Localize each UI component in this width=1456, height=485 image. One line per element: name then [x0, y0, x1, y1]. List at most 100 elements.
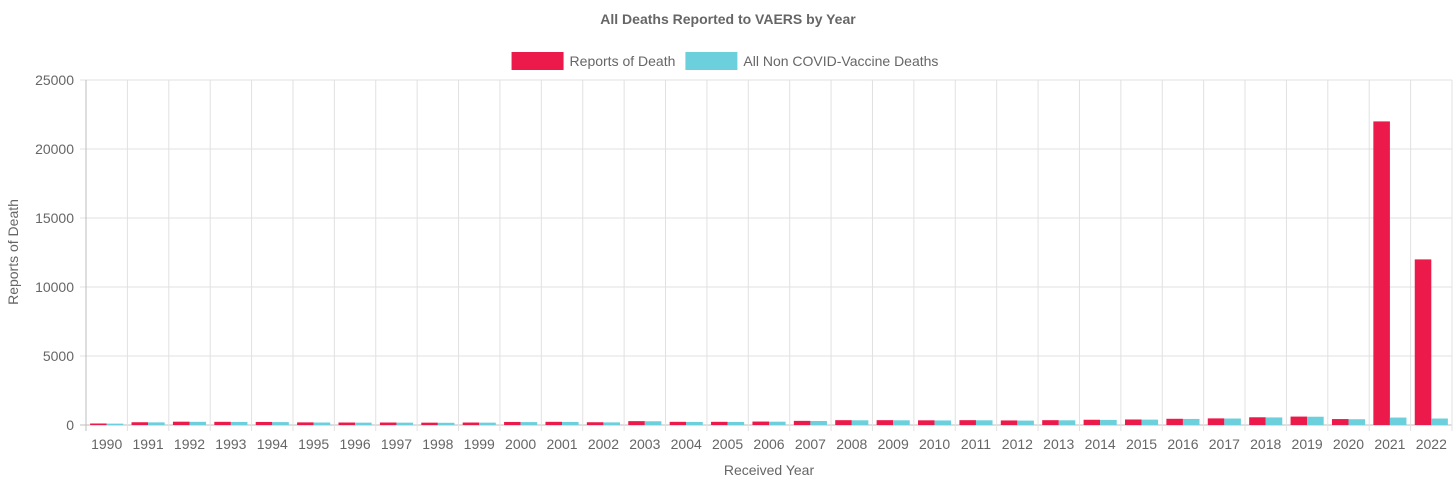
x-tick-label: 2012: [1002, 436, 1033, 452]
y-axis-title: Reports of Death: [5, 199, 21, 305]
bar-non-covid-vaccine-deaths[interactable]: [1141, 419, 1159, 425]
bar-non-covid-vaccine-deaths[interactable]: [810, 420, 827, 425]
x-tick-label: 1995: [298, 436, 329, 452]
bar-reports-of-death[interactable]: [1331, 419, 1349, 425]
bar-non-covid-vaccine-deaths[interactable]: [769, 421, 786, 425]
bar-reports-of-death[interactable]: [752, 421, 769, 425]
legend-swatch[interactable]: [685, 52, 738, 70]
bar-reports-of-death[interactable]: [1166, 418, 1183, 425]
bar-non-covid-vaccine-deaths[interactable]: [230, 421, 248, 425]
x-tick-label: 1999: [464, 436, 495, 452]
bar-reports-of-death[interactable]: [1414, 259, 1432, 425]
legend-label[interactable]: Reports of Death: [570, 53, 676, 69]
y-tick-label: 10000: [35, 279, 74, 295]
bar-non-covid-vaccine-deaths[interactable]: [1431, 418, 1448, 425]
x-tick-label: 2001: [546, 436, 577, 452]
bar-reports-of-death[interactable]: [338, 422, 356, 425]
bar-non-covid-vaccine-deaths[interactable]: [313, 422, 331, 425]
bar-reports-of-death[interactable]: [959, 420, 976, 425]
bar-reports-of-death[interactable]: [1124, 419, 1142, 425]
bar-non-covid-vaccine-deaths[interactable]: [727, 421, 745, 425]
bar-reports-of-death[interactable]: [918, 420, 935, 425]
bar-reports-of-death[interactable]: [1207, 418, 1225, 425]
x-tick-label: 1996: [339, 436, 370, 452]
bar-non-covid-vaccine-deaths[interactable]: [603, 422, 620, 425]
bar-non-covid-vaccine-deaths[interactable]: [1182, 418, 1200, 425]
bar-non-covid-vaccine-deaths[interactable]: [1058, 420, 1076, 425]
bar-non-covid-vaccine-deaths[interactable]: [1265, 417, 1283, 425]
bar-reports-of-death[interactable]: [131, 422, 149, 425]
bar-non-covid-vaccine-deaths[interactable]: [106, 423, 124, 425]
bar-reports-of-death[interactable]: [586, 422, 604, 425]
bar-non-covid-vaccine-deaths[interactable]: [1348, 419, 1366, 425]
bar-non-covid-vaccine-deaths[interactable]: [437, 422, 455, 425]
x-tick-label: 2020: [1333, 436, 1364, 452]
x-tick-label: 2021: [1374, 436, 1405, 452]
bar-non-covid-vaccine-deaths[interactable]: [396, 422, 414, 425]
bar-non-covid-vaccine-deaths[interactable]: [644, 421, 662, 425]
legend-label[interactable]: All Non COVID-Vaccine Deaths: [743, 53, 938, 69]
bar-reports-of-death[interactable]: [711, 421, 728, 425]
x-tick-label: 1993: [215, 436, 246, 452]
bar-non-covid-vaccine-deaths[interactable]: [1307, 416, 1324, 425]
bar-non-covid-vaccine-deaths[interactable]: [355, 422, 372, 425]
bar-non-covid-vaccine-deaths[interactable]: [1017, 420, 1034, 425]
bar-reports-of-death[interactable]: [504, 421, 521, 425]
bar-reports-of-death[interactable]: [172, 421, 190, 425]
y-tick-label: 20000: [35, 141, 74, 157]
bar-reports-of-death[interactable]: [255, 421, 273, 425]
legend[interactable]: Reports of Death All Non COVID-Vaccine De…: [511, 52, 939, 70]
bar-non-covid-vaccine-deaths[interactable]: [1389, 417, 1407, 425]
x-tick-label: 2007: [795, 436, 826, 452]
bar-reports-of-death[interactable]: [545, 421, 563, 425]
bar-non-covid-vaccine-deaths[interactable]: [272, 422, 289, 425]
x-tick-label: 2011: [961, 436, 991, 452]
bar-reports-of-death[interactable]: [1000, 420, 1018, 425]
bar-reports-of-death[interactable]: [421, 422, 438, 425]
bar-reports-of-death[interactable]: [628, 421, 645, 425]
bar-non-covid-vaccine-deaths[interactable]: [562, 421, 579, 425]
y-tick-label: 0: [66, 417, 74, 433]
bar-non-covid-vaccine-deaths[interactable]: [479, 422, 496, 425]
bar-reports-of-death[interactable]: [462, 422, 480, 425]
bar-non-covid-vaccine-deaths[interactable]: [1224, 418, 1241, 425]
x-tick-label: 2003: [629, 436, 660, 452]
bar-reports-of-death[interactable]: [1290, 416, 1308, 425]
bar-non-covid-vaccine-deaths[interactable]: [148, 422, 165, 425]
bar-reports-of-death[interactable]: [835, 420, 852, 425]
bars: [90, 121, 1448, 426]
bar-non-covid-vaccine-deaths[interactable]: [851, 420, 869, 425]
bar-reports-of-death[interactable]: [214, 421, 231, 425]
bar-reports-of-death[interactable]: [379, 422, 397, 425]
x-tick-label: 2019: [1292, 436, 1323, 452]
bar-reports-of-death[interactable]: [1083, 419, 1101, 425]
legend-swatch[interactable]: [511, 52, 564, 70]
bar-reports-of-death[interactable]: [1373, 121, 1390, 426]
x-tick-label: 2002: [588, 436, 619, 452]
bar-non-covid-vaccine-deaths[interactable]: [934, 420, 952, 425]
bar-non-covid-vaccine-deaths[interactable]: [520, 422, 538, 425]
x-tick-label: 2015: [1126, 436, 1157, 452]
bar-reports-of-death[interactable]: [90, 423, 107, 425]
y-tick-label: 15000: [35, 210, 74, 226]
x-axis-title: Received Year: [724, 462, 815, 478]
bar-reports-of-death[interactable]: [669, 421, 687, 425]
bar-reports-of-death[interactable]: [1042, 420, 1059, 425]
x-tick-label: 2014: [1085, 436, 1116, 452]
bar-non-covid-vaccine-deaths[interactable]: [975, 420, 993, 425]
bar-non-covid-vaccine-deaths[interactable]: [189, 421, 207, 425]
bar-reports-of-death[interactable]: [876, 420, 894, 425]
bar-reports-of-death[interactable]: [1249, 417, 1266, 425]
bar-reports-of-death[interactable]: [793, 420, 811, 425]
bar-reports-of-death[interactable]: [297, 422, 314, 425]
x-tick-label: 2000: [505, 436, 536, 452]
x-tick-label: 2013: [1043, 436, 1074, 452]
bar-non-covid-vaccine-deaths[interactable]: [1100, 419, 1117, 425]
x-tick-label: 1998: [422, 436, 453, 452]
x-tick-label: 2009: [878, 436, 909, 452]
bar-non-covid-vaccine-deaths[interactable]: [686, 421, 703, 425]
x-tick-label: 1994: [257, 436, 288, 452]
x-tick-label: 2004: [671, 436, 702, 452]
bar-non-covid-vaccine-deaths[interactable]: [893, 420, 910, 425]
